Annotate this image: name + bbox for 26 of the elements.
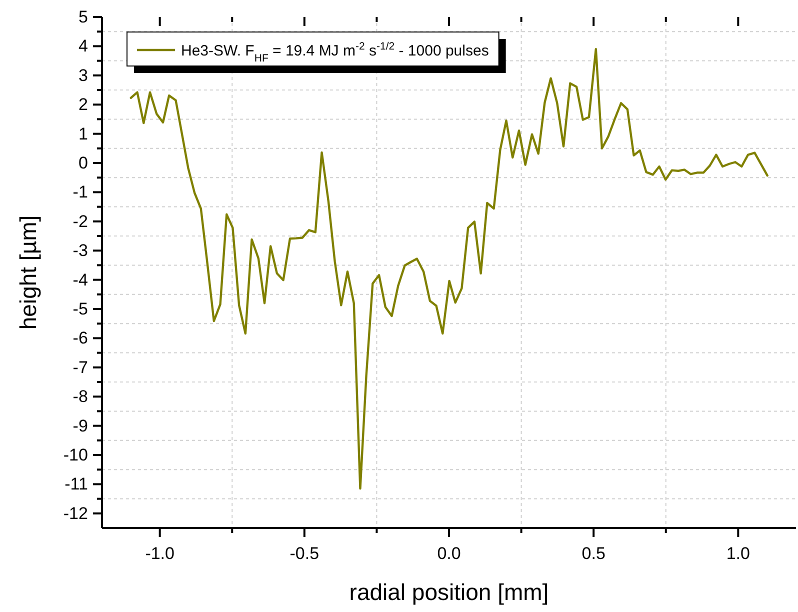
y-axis-title: height [µm] bbox=[15, 215, 41, 330]
x-tick-label: 0.0 bbox=[437, 544, 461, 564]
y-tick-label: 4 bbox=[78, 36, 88, 56]
y-tick-label: 2 bbox=[78, 95, 88, 114]
y-tick-label: -10 bbox=[63, 445, 88, 464]
y-tick-label: 0 bbox=[78, 153, 88, 172]
y-tick-label: -5 bbox=[72, 299, 88, 318]
x-tick-label: 0.5 bbox=[582, 544, 606, 564]
y-tick-label: -1 bbox=[72, 182, 88, 202]
y-tick-label: -6 bbox=[72, 328, 88, 348]
y-tick-label: -11 bbox=[64, 474, 88, 494]
x-tick-label: -1.0 bbox=[145, 544, 174, 564]
x-tick-label: -0.5 bbox=[290, 544, 320, 564]
y-tick-label: -4 bbox=[72, 270, 88, 290]
y-tick-label: -8 bbox=[72, 387, 88, 406]
y-tick-label: 1 bbox=[78, 124, 88, 144]
y-tick-label: -2 bbox=[72, 212, 88, 231]
y-tick-label: -9 bbox=[72, 416, 88, 436]
y-tick-label: -7 bbox=[72, 358, 88, 377]
x-tick-label: 1.0 bbox=[726, 544, 750, 564]
y-tick-label: 5 bbox=[78, 7, 88, 26]
y-tick-label: 3 bbox=[78, 66, 88, 85]
y-tick-label: -3 bbox=[72, 241, 88, 260]
y-tick-label: -12 bbox=[63, 504, 88, 523]
x-axis-title: radial position [mm] bbox=[349, 579, 549, 605]
legend-label: He3-SW. F$_{HF}$ = 19.4 MJ m$^{-2}$ s$^{-1/2}$ - 1000 pulses bbox=[181, 40, 489, 64]
